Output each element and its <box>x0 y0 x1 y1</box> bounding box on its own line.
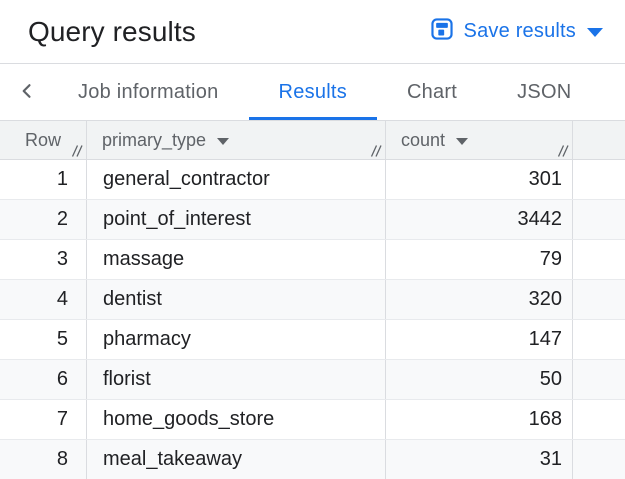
filler-cell <box>573 240 625 279</box>
row-number-cell: 4 <box>0 280 87 319</box>
table-row: 7 home_goods_store 168 <box>0 400 625 440</box>
row-number-cell: 3 <box>0 240 87 279</box>
row-number-cell: 7 <box>0 400 87 439</box>
table-row: 1 general_contractor 301 <box>0 160 625 200</box>
filler-cell <box>573 280 625 319</box>
filler-cell <box>573 360 625 399</box>
table-row: 4 dentist 320 <box>0 280 625 320</box>
table-row: 5 pharmacy 147 <box>0 320 625 360</box>
results-table: Row primary_type <box>0 121 625 479</box>
page-title: Query results <box>28 15 196 47</box>
chevron-left-icon <box>16 80 38 105</box>
save-results-button[interactable]: Save results <box>429 16 603 48</box>
row-number-cell: 5 <box>0 320 87 359</box>
primary-type-cell: massage <box>87 240 386 279</box>
table-row: 3 massage 79 <box>0 240 625 280</box>
table-header-row: Row primary_type <box>0 121 625 160</box>
count-cell: 147 <box>386 320 573 359</box>
tab-json[interactable]: JSON <box>517 80 572 103</box>
table-row: 8 meal_takeaway 31 <box>0 440 625 479</box>
column-menu-caret-icon[interactable] <box>217 137 230 145</box>
row-number-cell: 6 <box>0 360 87 399</box>
table-row: 6 florist 50 <box>0 360 625 400</box>
primary-type-cell: florist <box>87 360 386 399</box>
tab-chart[interactable]: Chart <box>406 80 458 103</box>
panel-header: Query results Save results <box>0 0 625 63</box>
results-tabbar: Job information Results Chart JSON <box>0 63 625 121</box>
primary-type-cell: point_of_interest <box>87 200 386 239</box>
column-header-count[interactable]: count <box>386 121 573 159</box>
column-resize-handle-icon[interactable] <box>554 145 569 157</box>
row-number-cell: 2 <box>0 200 87 239</box>
column-menu-caret-icon[interactable] <box>456 137 469 145</box>
table-row: 2 point_of_interest 3442 <box>0 200 625 240</box>
filler-cell <box>573 440 625 479</box>
primary-type-cell: general_contractor <box>87 160 386 199</box>
count-cell: 301 <box>386 160 573 199</box>
primary-type-cell: home_goods_store <box>87 400 386 439</box>
tab-job-information[interactable]: Job information <box>78 80 219 103</box>
column-header-primary-type-label: primary_type <box>102 129 207 150</box>
table-body: 1 general_contractor 301 2 point_of_interest… <box>0 160 625 479</box>
count-cell: 320 <box>386 280 573 319</box>
count-cell: 79 <box>386 240 573 279</box>
primary-type-cell: pharmacy <box>87 320 386 359</box>
dropdown-caret-icon <box>587 28 603 37</box>
save-icon <box>429 16 455 48</box>
count-cell: 3442 <box>386 200 573 239</box>
count-cell: 50 <box>386 360 573 399</box>
filler-cell <box>573 320 625 359</box>
column-header-row-label: Row <box>25 129 62 150</box>
filler-cell <box>573 200 625 239</box>
count-cell: 31 <box>386 440 573 479</box>
primary-type-cell: meal_takeaway <box>87 440 386 479</box>
column-header-primary-type[interactable]: primary_type <box>87 121 386 159</box>
column-header-count-label: count <box>401 129 446 150</box>
save-results-label: Save results <box>463 20 576 42</box>
row-number-cell: 8 <box>0 440 87 479</box>
count-cell: 168 <box>386 400 573 439</box>
tab-results[interactable]: Results <box>248 64 378 120</box>
column-header-filler <box>573 121 625 159</box>
column-resize-handle-icon[interactable] <box>367 145 382 157</box>
row-number-cell: 1 <box>0 160 87 199</box>
column-header-row[interactable]: Row <box>0 121 87 159</box>
scroll-tabs-left-button[interactable] <box>6 64 48 120</box>
filler-cell <box>573 160 625 199</box>
primary-type-cell: dentist <box>87 280 386 319</box>
filler-cell <box>573 400 625 439</box>
column-resize-handle-icon[interactable] <box>68 145 83 157</box>
